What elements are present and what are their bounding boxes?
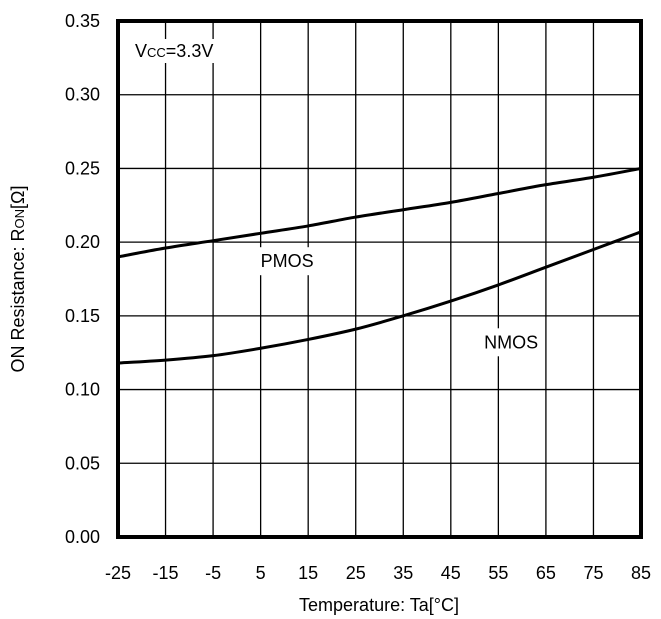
- x-tick-label: 75: [583, 563, 603, 583]
- condition-rest: =3.3V: [166, 41, 214, 61]
- series-lines: [117, 166, 642, 365]
- x-tick-label: 15: [298, 563, 318, 583]
- y-tick-label: 0.20: [65, 232, 100, 252]
- y-tick-label: 0.10: [65, 380, 100, 400]
- condition-annotation: VCC=3.3V: [135, 41, 213, 61]
- x-tick-labels: -25 -15 -5 5 15 25 35 45 55 65 75 85: [105, 563, 651, 583]
- y-axis-title-unit: [Ω]: [8, 185, 28, 208]
- series-label-bg: [478, 328, 545, 357]
- y-tick-labels: 0.00 0.05 0.10 0.15 0.20 0.25 0.30 0.35: [65, 11, 100, 547]
- x-axis-title: Temperature: Ta[°C]: [299, 595, 459, 615]
- plot-frame: [116, 19, 643, 539]
- y-axis-title: ON Resistance: RON[Ω]: [8, 185, 28, 372]
- x-tick-label: 5: [256, 563, 266, 583]
- x-tick-label: 85: [631, 563, 651, 583]
- series-label-bg: [254, 247, 321, 276]
- y-tick-label: 0.00: [65, 527, 100, 547]
- y-tick-label: 0.35: [65, 11, 100, 31]
- series-line-pmos: [117, 166, 642, 259]
- series-label-pmos: PMOS: [261, 251, 314, 271]
- y-tick-label: 0.25: [65, 158, 100, 178]
- x-tick-label: 45: [441, 563, 461, 583]
- x-tick-label: 55: [488, 563, 508, 583]
- condition-subscript: CC: [147, 45, 166, 60]
- condition-annotation-bg: [131, 39, 218, 63]
- x-tick-label: 25: [346, 563, 366, 583]
- x-tick-label: 65: [536, 563, 556, 583]
- x-tick-label: -25: [105, 563, 131, 583]
- x-tick-label: 35: [393, 563, 413, 583]
- series-label-nmos: NMOS: [484, 332, 538, 352]
- condition-main: V: [135, 41, 147, 61]
- x-tick-label: -15: [153, 563, 179, 583]
- y-tick-label: 0.30: [65, 85, 100, 105]
- series-line-nmos: [117, 230, 642, 365]
- y-axis-title-subscript: ON: [12, 209, 27, 229]
- x-tick-label: -5: [205, 563, 221, 583]
- y-tick-label: 0.15: [65, 306, 100, 326]
- grid: [118, 21, 641, 537]
- series-labels: PMOS NMOS: [254, 247, 545, 357]
- y-tick-label: 0.05: [65, 453, 100, 473]
- y-axis-title-main: ON Resistance: R: [8, 228, 28, 372]
